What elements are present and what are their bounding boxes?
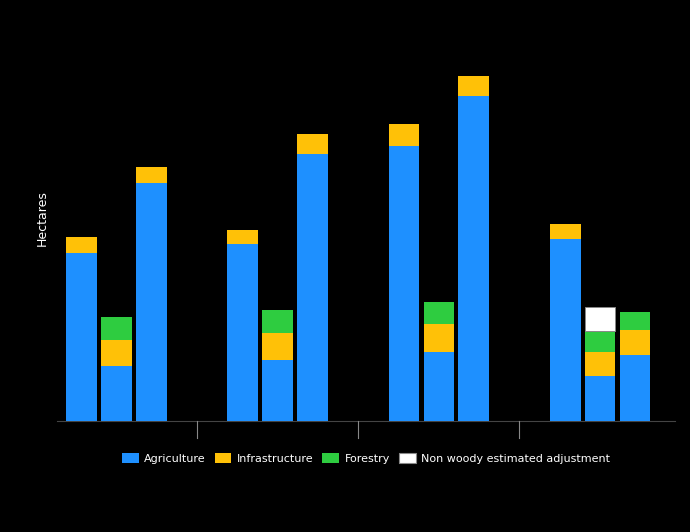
Bar	[550, 238, 580, 421]
Bar	[620, 355, 651, 421]
Bar	[228, 230, 258, 244]
Bar	[228, 244, 258, 421]
Bar	[550, 224, 580, 238]
Bar	[297, 154, 328, 421]
Bar	[388, 146, 420, 421]
Y-axis label: Hectares: Hectares	[36, 190, 49, 246]
Bar	[424, 352, 454, 421]
Bar	[584, 377, 615, 421]
Bar	[424, 302, 454, 324]
Bar	[262, 333, 293, 361]
Bar	[101, 340, 132, 366]
Bar	[297, 134, 328, 154]
Bar	[584, 352, 615, 377]
Bar	[458, 96, 489, 421]
Bar	[66, 237, 97, 253]
Bar	[424, 324, 454, 352]
Bar	[620, 330, 651, 355]
Bar	[620, 312, 651, 330]
Bar	[584, 331, 615, 352]
Bar	[388, 124, 420, 146]
Bar	[262, 361, 293, 421]
Bar	[584, 307, 615, 331]
Bar	[101, 318, 132, 340]
Bar	[136, 184, 167, 421]
Bar	[136, 168, 167, 184]
Bar	[101, 366, 132, 421]
Legend: Agriculture, Infrastructure, Forestry, Non woody estimated adjustment: Agriculture, Infrastructure, Forestry, N…	[117, 449, 615, 469]
Bar	[458, 76, 489, 96]
Bar	[66, 253, 97, 421]
Bar	[262, 310, 293, 333]
